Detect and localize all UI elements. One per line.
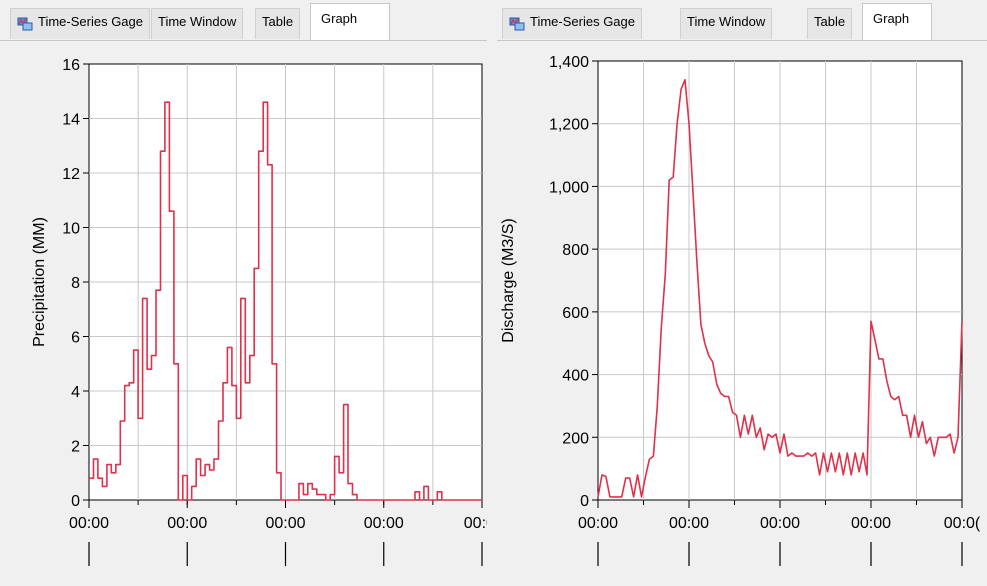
tab-label: Time-Series Gage: [38, 14, 143, 29]
tab-table[interactable]: Table: [255, 8, 301, 39]
series-line: [89, 101, 482, 501]
x-tick-label: 00:00: [760, 515, 800, 532]
series-line: [597, 78, 963, 498]
x-tick-label: 00:0(: [944, 515, 981, 532]
y-tick-label: 1,200: [549, 117, 589, 134]
tab-label: Time Window: [687, 14, 766, 29]
precipitation-chart: 0 2 4 6 8 10 12 14 16 00:00 00:00 00:00 00:00 00:0( Pr…: [31, 57, 487, 566]
x-tick-label: 00:00: [69, 515, 109, 532]
tab-label: Table: [814, 14, 846, 29]
tab-time-window[interactable]: Time Window: [680, 8, 773, 39]
x-tick-label: 00:00: [578, 515, 618, 532]
y-tick-label: 2: [71, 439, 80, 456]
time-series-gage-icon: [17, 15, 34, 31]
x-tick-label: 00:0(: [464, 515, 487, 532]
y-tick-label: 16: [62, 57, 80, 74]
tab-bar: Time-Series Gage Time Window Table Graph: [0, 0, 487, 41]
tab-table[interactable]: Table: [807, 8, 853, 39]
discharge-chart: 0 200 400 600 800 1,000 1,200 1,400 00:00 00:00 00…: [500, 54, 981, 566]
x-tick-label: 00:00: [669, 515, 709, 532]
y-tick-label: 4: [71, 384, 80, 401]
y-tick-label: 400: [562, 368, 589, 385]
tab-label: Graph: [873, 11, 910, 26]
x-tick-label: 00:00: [167, 515, 207, 532]
time-series-gage-icon: [509, 15, 526, 31]
y-tick-label: 0: [71, 493, 80, 510]
y-tick-label: 1,000: [549, 179, 589, 196]
tab-bar: Time-Series Gage Time Window Table Graph: [497, 0, 987, 41]
y-tick-label: 6: [71, 330, 80, 347]
tab-label: Time-Series Gage: [530, 14, 635, 29]
y-tick-label: 14: [62, 112, 80, 129]
y-tick-label: 10: [62, 221, 80, 238]
left-chart-panel: Time-Series Gage Time Window Table Graph…: [0, 0, 487, 586]
right-chart-panel: Time-Series Gage Time Window Table Graph…: [497, 0, 987, 586]
tab-label: Table: [262, 14, 294, 29]
y-tick-label: 1,400: [549, 54, 589, 71]
y-tick-label: 0: [580, 493, 589, 510]
x-tick-label: 00:00: [851, 515, 891, 532]
y-tick-label: 12: [62, 166, 80, 183]
tab-graph[interactable]: Graph: [310, 3, 390, 40]
tab-time-series-gage[interactable]: Time-Series Gage: [502, 8, 642, 39]
y-axis-label: Precipitation (MM): [31, 217, 48, 347]
x-tick-label: 00:00: [364, 515, 404, 532]
y-tick-label: 800: [562, 242, 589, 259]
y-tick-label: 200: [562, 430, 589, 447]
y-tick-label: 600: [562, 305, 589, 322]
tab-time-series-gage[interactable]: Time-Series Gage: [10, 8, 150, 39]
tab-graph[interactable]: Graph: [862, 3, 932, 40]
tab-time-window[interactable]: Time Window: [151, 8, 244, 39]
tab-label: Graph: [321, 11, 358, 26]
tab-label: Time Window: [158, 14, 237, 29]
y-tick-label: 8: [71, 275, 80, 292]
y-axis-label: Discharge (M3/S): [500, 218, 517, 342]
x-tick-label: 00:00: [265, 515, 305, 532]
